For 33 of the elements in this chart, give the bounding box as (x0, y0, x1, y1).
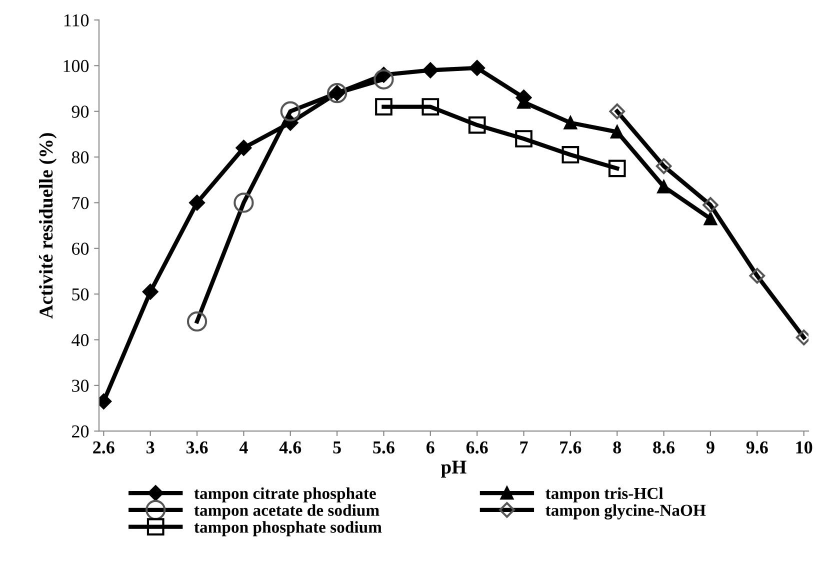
x-tick-label: 7 (520, 442, 528, 454)
y-tick-label: 90 (72, 106, 89, 118)
legend-label: tampon acetate de sodium (194, 504, 380, 520)
x-tick-label: 6.6 (466, 441, 488, 454)
x-tick-label: 3 (146, 441, 154, 454)
y-tick-label: 110 (64, 14, 89, 26)
legend-label: tampon tris-HCl (546, 487, 664, 502)
y-tick-label: 70 (72, 196, 89, 210)
y-axis-title: Activité residuelle (%) (38, 133, 57, 319)
y-tick-label: 60 (72, 242, 89, 255)
x-tick-label: 7.6 (560, 441, 582, 454)
x-tick-label: 5 (333, 442, 341, 454)
legend-label: tampon citrate phosphate (194, 487, 376, 502)
x-tick-label: 9.6 (746, 441, 768, 454)
x-axis-title: pH (441, 460, 466, 478)
x-tick-label: 8 (613, 441, 622, 454)
y-tick-label: 100 (64, 60, 89, 72)
y-tick-label: 50 (72, 288, 89, 301)
x-tick-label: 3.6 (186, 441, 208, 454)
y-tick-label: 40 (72, 334, 89, 346)
x-tick-label: 5.6 (373, 441, 394, 454)
x-tick-label: 4.6 (279, 441, 302, 454)
x-tick-label: 6 (426, 441, 434, 454)
x-tick-label: 10 (796, 441, 812, 454)
x-tick-label: 9 (706, 441, 714, 454)
y-tick-label: 80 (72, 151, 89, 164)
x-tick-label: 8.6 (653, 441, 675, 454)
y-tick-label: 20 (72, 425, 89, 438)
x-tick-label: 2.6 (93, 441, 114, 454)
legend-label: tampon glycine-NaOH (546, 504, 706, 520)
x-tick-label: 4 (239, 441, 248, 454)
y-tick-label: 30 (72, 380, 89, 392)
legend-label: tampon phosphate sodium (194, 521, 382, 536)
